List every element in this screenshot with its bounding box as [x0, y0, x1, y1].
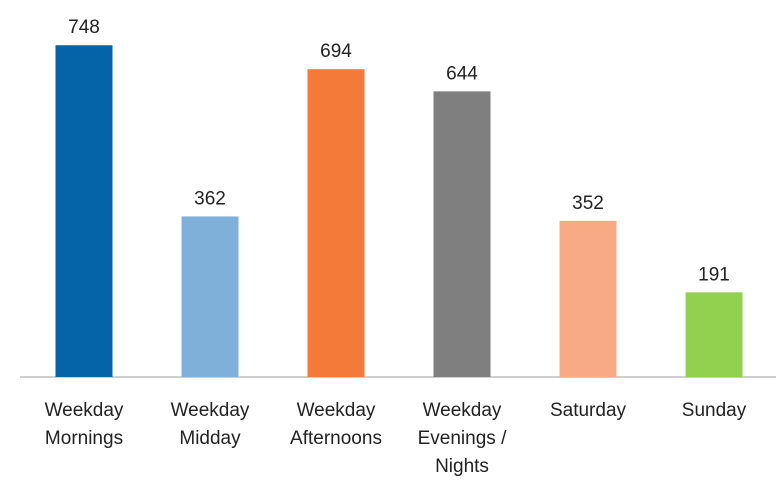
- x-tick-label: Saturday: [549, 400, 627, 421]
- data-label: 644: [446, 63, 478, 84]
- bar: [55, 45, 113, 378]
- x-tick-label: Weekday Midday: [170, 400, 250, 449]
- data-label: 362: [194, 188, 226, 209]
- bar: [685, 292, 743, 377]
- x-tick-label: Sunday: [681, 400, 747, 421]
- x-tick-label: Weekday Evenings / Nights: [417, 400, 507, 477]
- x-tick-label: Weekday Mornings: [44, 400, 124, 449]
- bar: [559, 220, 617, 377]
- data-label: 694: [320, 41, 352, 62]
- data-label: 352: [572, 193, 604, 214]
- bar: [181, 216, 239, 377]
- data-label: 748: [68, 17, 100, 38]
- bar: [433, 91, 491, 377]
- x-tick-label: Weekday Afternoons: [290, 400, 382, 449]
- data-label: 191: [698, 264, 730, 285]
- bar: [307, 69, 365, 378]
